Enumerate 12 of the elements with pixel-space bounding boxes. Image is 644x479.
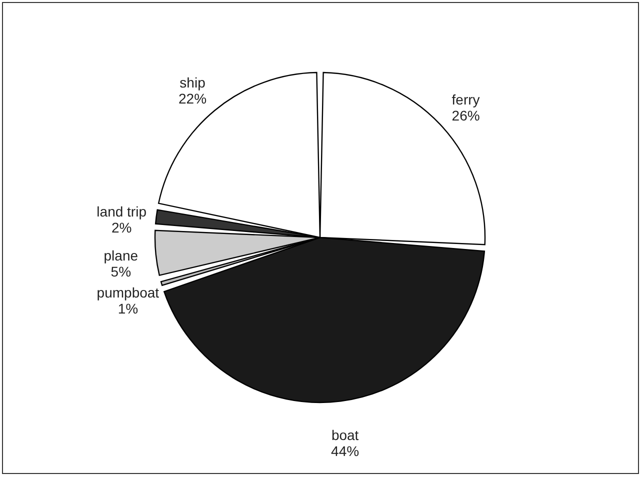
data-label: 22% <box>178 90 207 106</box>
slice-label: ship <box>180 74 206 90</box>
data-label: 5% <box>110 263 132 280</box>
data-label: 26% <box>452 108 480 124</box>
slice-label: plane <box>104 247 138 264</box>
slice-label: ferry <box>452 92 480 108</box>
slice-label: boat <box>331 426 359 443</box>
data-label: 1% <box>118 300 138 316</box>
data-label: 44% <box>331 442 360 459</box>
data-label: 2% <box>111 219 132 236</box>
slice-label: land trip <box>96 203 147 220</box>
slice-label: pumpboat <box>96 284 160 300</box>
